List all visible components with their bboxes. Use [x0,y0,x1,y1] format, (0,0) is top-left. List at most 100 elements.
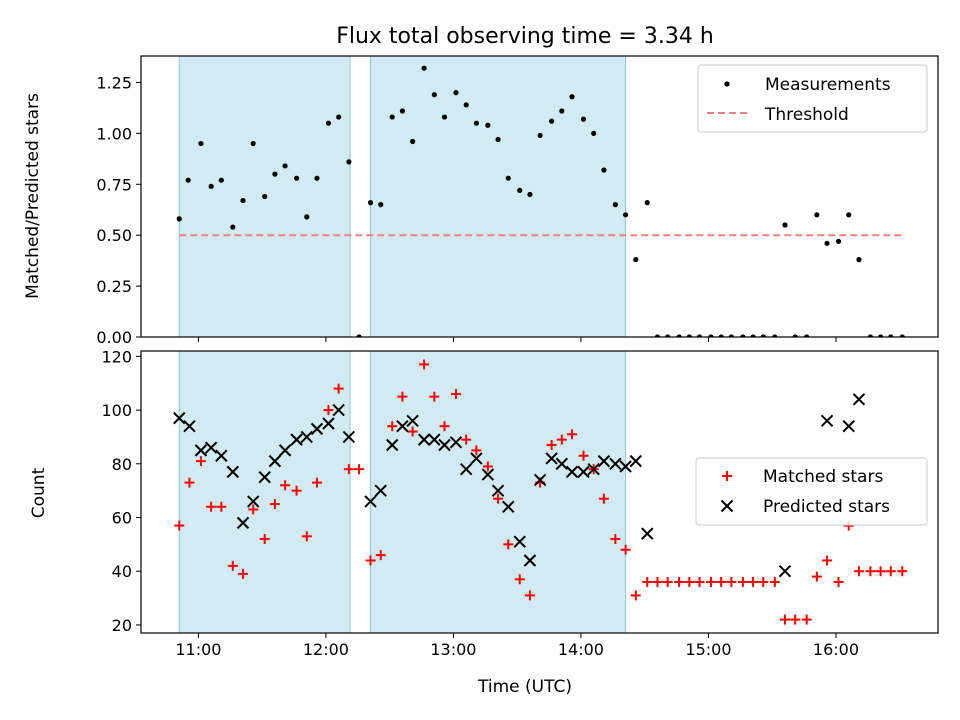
bottom-panel: 11:00 12:00 13:00 14:00 15:00 16:00 20 40 60 80 10… [101,347,939,659]
measurement-point [325,120,332,126]
matched-star-point [343,464,354,475]
x-tick-label: 15:00 [685,640,731,659]
matched-star-point [429,391,440,402]
matched-star-point [737,576,748,587]
predicted-star-b [215,449,228,462]
matched-star-point [195,456,206,467]
measurement-point [208,183,214,189]
predicted-star-b [332,403,345,417]
predicted-star-point [502,500,515,513]
top-y-tick-label: 0.25 [96,277,132,296]
measurement-point [814,212,820,218]
matched-star-point [301,531,312,542]
predicted-star-point [194,444,208,457]
measurement-point [399,108,406,114]
matched-star-point [471,445,482,456]
matched-star-point [652,576,663,587]
matched-star-point [801,614,812,625]
predicted-star-b [597,454,611,468]
matched-star-point [822,555,833,566]
measurement-point [230,224,236,230]
predicted-star-point [300,430,313,444]
top-y-tick-label: 1.25 [96,73,132,92]
predicted-star-point [438,438,451,452]
matched-star-point [885,566,896,577]
matched-star-point [610,534,621,544]
measurement-point [899,334,905,337]
matched-star-point [354,464,365,475]
predicted-star-point [545,452,558,465]
predicted-star-b [364,495,377,508]
measurement-point [772,334,778,337]
matched-star-point [790,614,801,625]
matched-star-point [524,590,535,601]
matched-star-point [833,576,844,587]
bottom-y-tick-label: 20 [112,616,132,635]
predicted-star-point [842,419,855,433]
matched-star-point [375,550,386,561]
measurement-point [622,212,629,218]
predicted-star-b [173,411,186,425]
measurement-point [346,159,352,165]
legend-matched-marker [722,471,732,481]
measurement-point [367,200,374,206]
predicted-star-point [428,433,441,446]
predicted-star-b [842,419,855,433]
bottom-y-tick-label: 40 [112,562,132,581]
matched-star-point [546,440,557,450]
measurement-point [272,171,278,177]
bottom-shaded-interval [178,350,351,634]
matched-star-point [365,555,376,566]
predicted-star-b [523,554,537,567]
predicted-star-point [533,473,547,487]
matched-star-point [642,576,653,587]
predicted-star-b [417,433,431,446]
measurement-point [686,334,692,337]
predicted-star-b [183,419,196,433]
matched-star-point [514,574,525,585]
measurement-point [198,140,204,147]
predicted-star-point [278,444,292,457]
top-panel: 0.00 0.25 0.50 0.75 1.00 1.25 Measurements Thre… [96,55,939,347]
predicted-star-b [374,484,387,497]
legend-threshold-label: Threshold [764,105,849,125]
predicted-star-b [194,444,208,457]
predicted-star-b [278,444,292,457]
bottom-y-axis-label: Count [29,467,49,518]
matched-star-point [578,450,589,461]
predicted-star-point [396,419,409,433]
predicted-star-b [555,457,569,471]
predicted-star-point [226,465,240,479]
matched-star-point [853,566,864,577]
matched-star-point [779,614,790,625]
measurement-point [676,334,682,337]
bottom-legend-box [695,457,928,526]
predicted-star-point [852,393,866,406]
matched-star-point [291,485,302,496]
matched-star-point [206,501,217,512]
predicted-star-point [513,535,526,548]
predicted-star-b [587,462,600,476]
predicted-star-point [609,457,622,471]
predicted-star-point [364,495,377,508]
predicted-star-point [565,465,579,479]
legend-predicted-marker [720,499,734,513]
measurement-point [792,334,798,337]
predicted-star-point [374,484,387,497]
measurement-point [888,334,894,337]
measurement-point [410,138,416,145]
matched-star-point [439,421,450,432]
predicted-star-point [449,436,463,449]
predicted-star-point [204,441,218,454]
measurement-point [356,334,362,337]
predicted-star-point [247,495,260,508]
matched-star-point [897,566,908,577]
predicted-star-b [310,422,324,436]
matched-star-point [674,576,685,587]
predicted-star-b [428,433,441,446]
measurement-point [185,177,191,183]
predicted-star-point [597,454,611,468]
matched-star-point [311,477,322,488]
predicted-star-b [396,419,409,433]
matched-star-point [280,480,291,491]
